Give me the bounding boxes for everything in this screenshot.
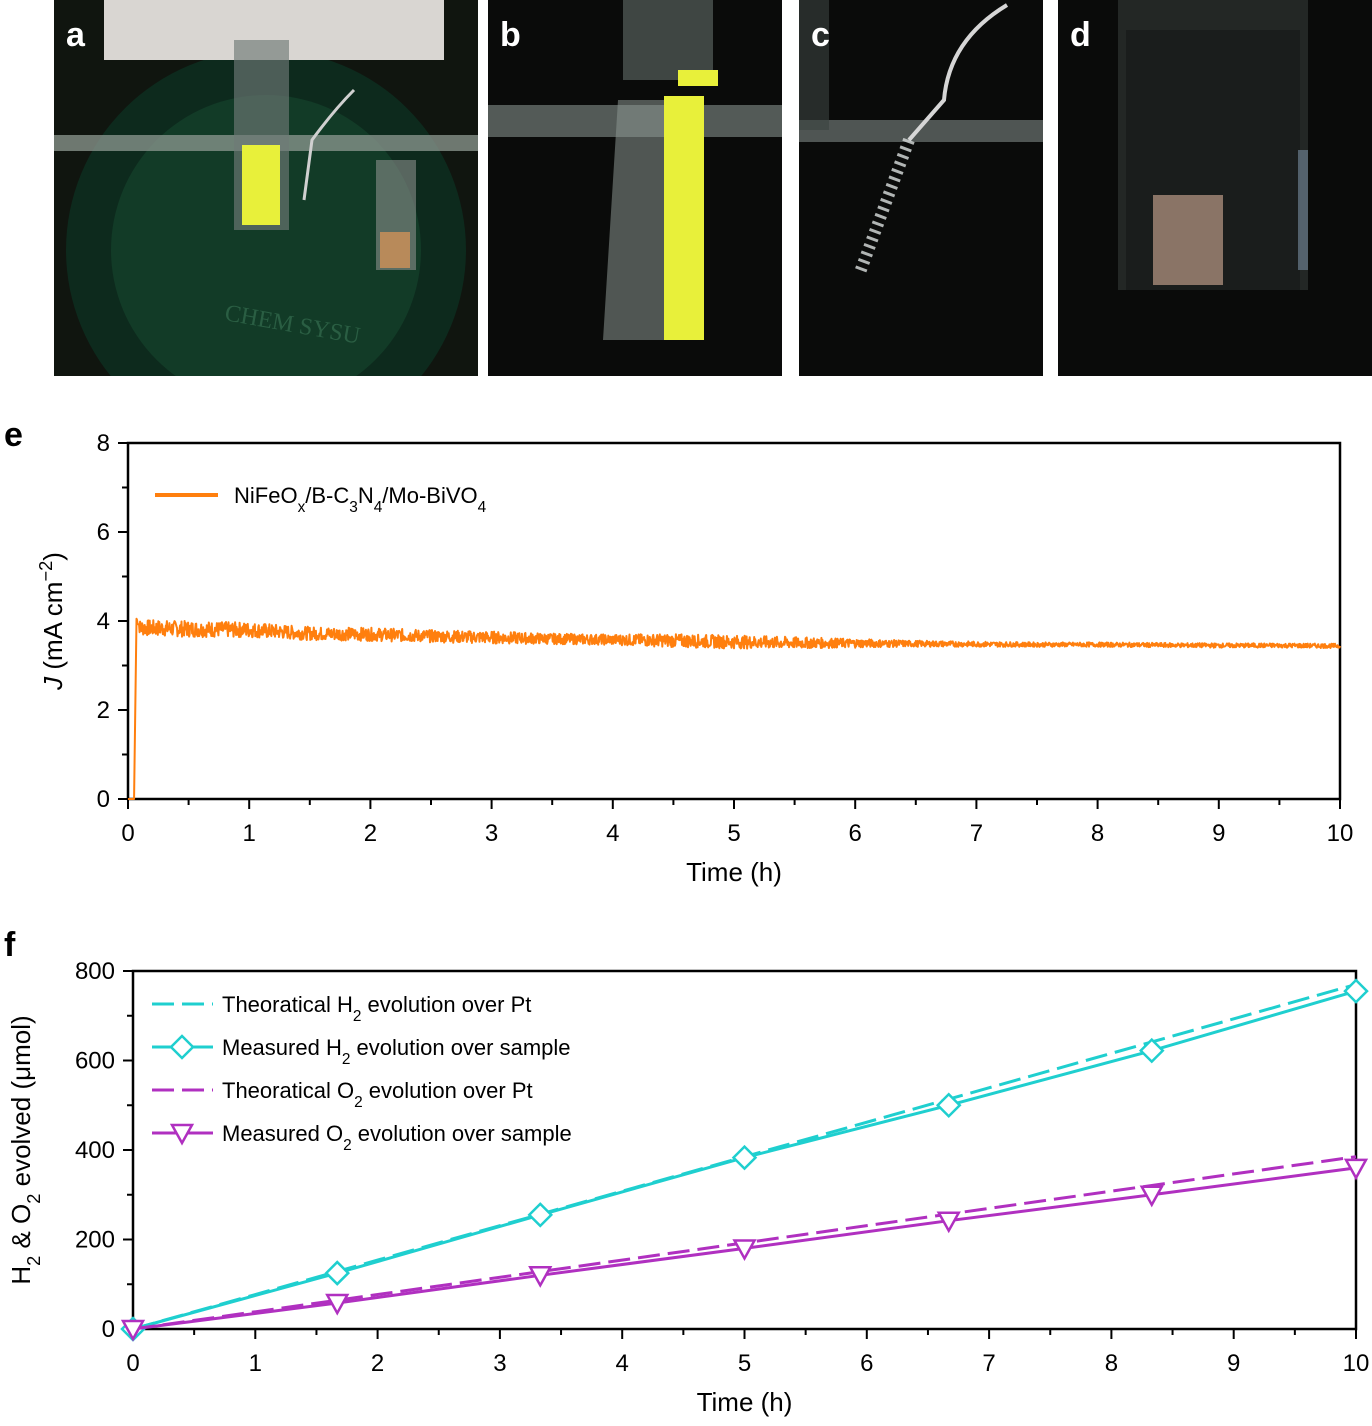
panel-label-e: e: [4, 416, 23, 454]
x-tick-label: 6: [860, 1350, 873, 1377]
marker-triangle: [325, 1293, 350, 1316]
y-tick-label: 800: [75, 958, 115, 985]
marker-diamond: [731, 1144, 758, 1171]
x-tick-label: 7: [970, 820, 983, 847]
legend-marker-triangle: [169, 1123, 195, 1146]
marker-diamond: [324, 1260, 351, 1286]
y-tick-label: 200: [75, 1227, 115, 1254]
panel-label-d: d: [1070, 16, 1091, 54]
photo-panel-a: a CHEM SYSU: [54, 0, 478, 376]
x-tick-label: 2: [371, 1350, 384, 1377]
x-tick-label: 9: [1227, 1350, 1240, 1377]
gas-evolution-chart: 0 1 2 3 4 5 6 7 8 9 10 0 200 400 600 800 Time (h) H2 & O2…: [6, 958, 1370, 1417]
marker-diamond: [1343, 978, 1369, 1004]
photo-panel-d: d: [1058, 0, 1372, 376]
legend-label: Theoratical O2 evolution over Pt: [222, 1078, 533, 1111]
panel-label-f: f: [4, 926, 16, 964]
marker-triangle: [732, 1239, 757, 1262]
x-tick-label: 1: [249, 1350, 262, 1377]
marker-triangle: [1343, 1158, 1369, 1181]
x-axis-label: Time (h): [686, 857, 782, 887]
legend-label: Measured O2 evolution over sample: [222, 1121, 572, 1154]
legend-label: NiFeOx/B-C3N4/Mo-BiVO4: [234, 483, 487, 516]
x-tick-label: 3: [493, 1350, 506, 1377]
x-tick-label: 10: [1327, 820, 1354, 847]
marker-triangle: [120, 1319, 146, 1342]
x-tick-label: 0: [126, 1350, 139, 1377]
x-tick-label: 2: [364, 820, 377, 847]
panel-label-a: a: [66, 16, 85, 54]
marker-diamond: [527, 1202, 554, 1228]
y-tick-label: 0: [97, 786, 110, 813]
x-tick-label: 5: [727, 820, 740, 847]
x-tick-label: 6: [849, 820, 862, 847]
x-tick-label: 4: [606, 820, 619, 847]
photo-panel-c: c: [799, 0, 1043, 376]
x-tick-label: 1: [243, 820, 256, 847]
x-tick-label: 0: [121, 820, 134, 847]
x-tick-label: 3: [485, 820, 498, 847]
x-tick-label: 4: [616, 1350, 629, 1377]
legend-marker-diamond: [169, 1034, 195, 1060]
y-tick-label: 0: [102, 1316, 115, 1343]
x-tick-label: 9: [1212, 820, 1225, 847]
x-tick-label: 5: [738, 1350, 751, 1377]
y-tick-label: 8: [97, 430, 110, 457]
photo-panel-b: b: [488, 0, 782, 376]
legend-label: Measured H2 evolution over sample: [222, 1035, 571, 1068]
marker-triangle: [1139, 1185, 1164, 1208]
legend-label: Theoratical H2 evolution over Pt: [222, 992, 531, 1025]
y-tick-label: 600: [75, 1048, 115, 1075]
panel-label-c: c: [811, 16, 830, 54]
y-tick-label: 6: [97, 519, 110, 546]
marker-diamond: [935, 1092, 962, 1119]
panel-label-b: b: [500, 16, 521, 54]
marker-diamond: [1138, 1037, 1165, 1064]
x-tick-label: 8: [1091, 820, 1104, 847]
y-axis-label: H2 & O2 evolved (μmol): [6, 1015, 44, 1284]
x-tick-label: 7: [982, 1350, 995, 1377]
series-line-orange: [128, 617, 1341, 800]
y-axis-label: J (mA cm−2): [36, 552, 68, 691]
y-tick-label: 400: [75, 1137, 115, 1164]
y-tick-label: 2: [97, 697, 110, 724]
marker-triangle: [936, 1211, 961, 1234]
y-tick-label: 4: [97, 608, 110, 635]
current-density-chart: 0 1 2 3 4 5 6 7 8 9 10 0 2 4 6 8 Time (h) J (mA cm−2) NiFe…: [36, 430, 1354, 887]
x-axis-label: Time (h): [697, 1387, 793, 1417]
x-tick-label: 8: [1105, 1350, 1118, 1377]
marker-triangle: [528, 1266, 553, 1288]
x-tick-label: 10: [1343, 1350, 1370, 1377]
